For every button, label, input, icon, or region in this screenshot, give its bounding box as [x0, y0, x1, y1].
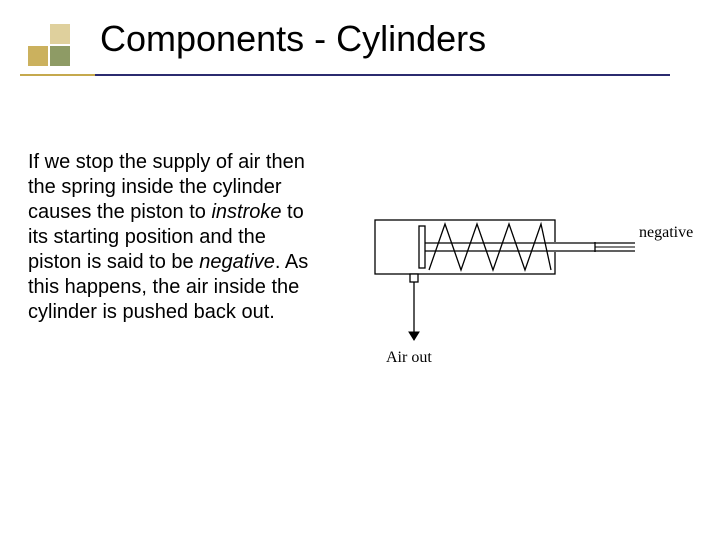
diagram-label-negative: negative [639, 224, 693, 241]
slide: Components - Cylinders If we stop the su… [0, 0, 720, 540]
underline-segment-accent [20, 74, 95, 76]
bullet-square-1 [28, 46, 48, 66]
slide-title: Components - Cylinders [100, 18, 486, 60]
bullet-square-2 [50, 24, 70, 44]
body-text-italic-negative: negative [199, 251, 275, 273]
body-paragraph: If we stop the supply of air then the sp… [28, 150, 318, 325]
underline-segment-main [95, 74, 670, 76]
cylinder-svg: negative Air out [355, 210, 695, 380]
title-bullet-decoration [28, 24, 74, 70]
body-text-italic-instroke: instroke [211, 201, 281, 223]
bullet-square-3 [50, 46, 70, 66]
diagram-label-airout: Air out [386, 349, 432, 366]
title-underline [20, 74, 670, 76]
cylinder-diagram: negative Air out [355, 210, 695, 380]
